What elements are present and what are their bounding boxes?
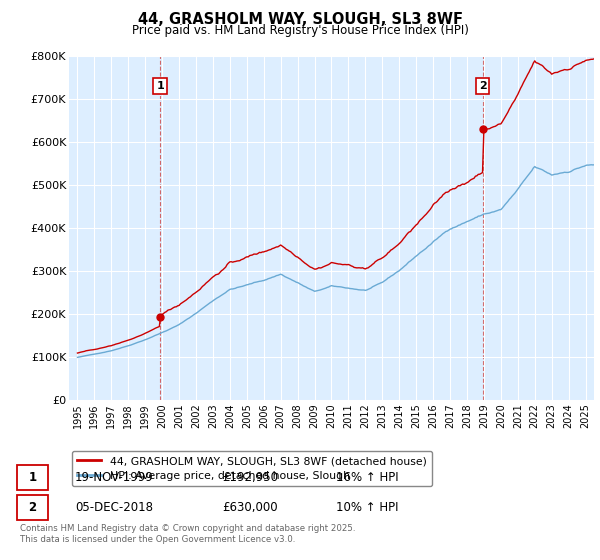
Text: 10% ↑ HPI: 10% ↑ HPI — [336, 501, 398, 514]
Text: 2: 2 — [28, 501, 37, 514]
Text: Price paid vs. HM Land Registry's House Price Index (HPI): Price paid vs. HM Land Registry's House … — [131, 24, 469, 37]
Text: 16% ↑ HPI: 16% ↑ HPI — [336, 471, 398, 484]
Text: 05-DEC-2018: 05-DEC-2018 — [75, 501, 153, 514]
Text: 44, GRASHOLM WAY, SLOUGH, SL3 8WF: 44, GRASHOLM WAY, SLOUGH, SL3 8WF — [137, 12, 463, 27]
Text: £630,000: £630,000 — [222, 501, 278, 514]
Text: 2: 2 — [479, 81, 487, 91]
Text: £192,950: £192,950 — [222, 471, 278, 484]
Text: 1: 1 — [156, 81, 164, 91]
Text: Contains HM Land Registry data © Crown copyright and database right 2025.
This d: Contains HM Land Registry data © Crown c… — [20, 524, 355, 544]
Legend: 44, GRASHOLM WAY, SLOUGH, SL3 8WF (detached house), HPI: Average price, detached: 44, GRASHOLM WAY, SLOUGH, SL3 8WF (detac… — [72, 451, 432, 486]
Text: 1: 1 — [28, 471, 37, 484]
Text: 19-NOV-1999: 19-NOV-1999 — [75, 471, 154, 484]
